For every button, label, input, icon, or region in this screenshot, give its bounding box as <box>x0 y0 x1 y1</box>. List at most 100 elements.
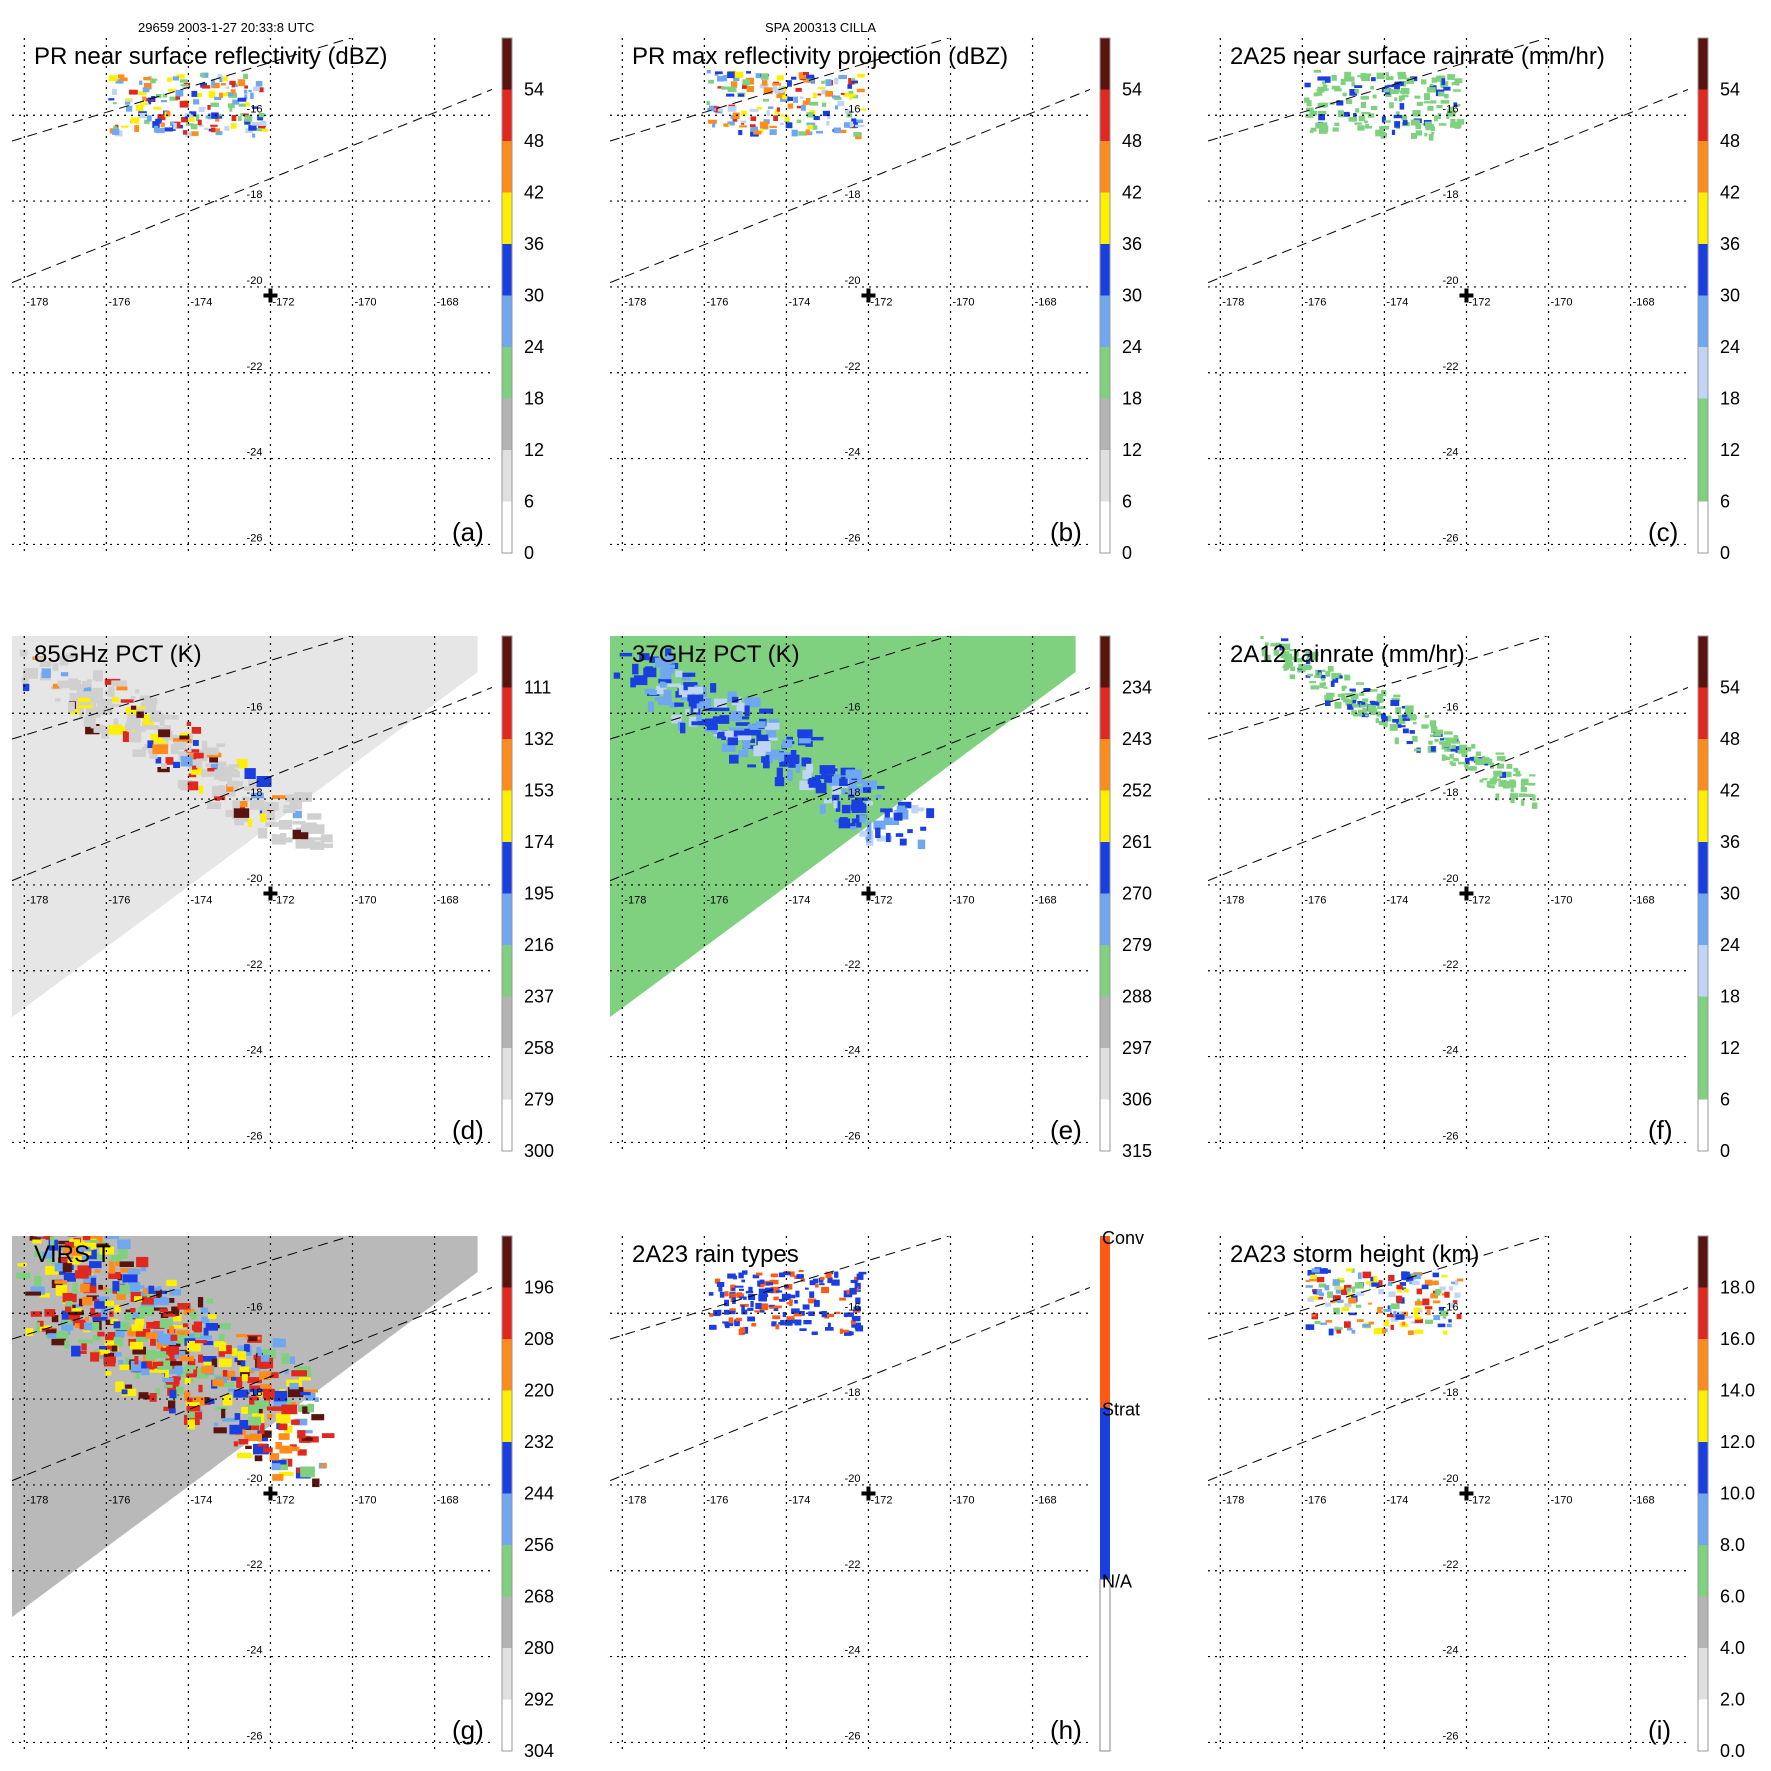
pixel-cell <box>241 1406 248 1414</box>
pixel-cell <box>83 1322 98 1331</box>
pixel-cell <box>1444 1291 1450 1298</box>
pixel-cell <box>140 102 149 105</box>
pixel-cell <box>825 1327 834 1331</box>
pixel-cell <box>738 1293 744 1297</box>
y-tick-label: -24 <box>845 1045 861 1057</box>
pixel-cell <box>788 1294 796 1299</box>
pixel-cell <box>39 1218 45 1225</box>
pixel-cell <box>118 74 125 79</box>
pixel-cell <box>105 690 111 696</box>
pixel-cell <box>1332 678 1339 683</box>
pixel-cell <box>72 1251 82 1256</box>
colorbar-swatch <box>1698 1545 1708 1572</box>
pixel-cell <box>886 832 891 843</box>
pixel-cell <box>65 1306 72 1313</box>
pixel-cell <box>1345 76 1355 82</box>
pixel-cell <box>168 88 176 92</box>
pixel-cell <box>850 1320 856 1325</box>
pixel-cell <box>260 1430 272 1438</box>
pixel-cell <box>765 1282 773 1286</box>
pixel-cell <box>739 1327 746 1333</box>
pixel-cell <box>1305 659 1311 665</box>
pixel-cell <box>1401 1321 1406 1326</box>
pixel-cell <box>1282 665 1287 669</box>
pixel-cell <box>755 73 762 79</box>
swath-edge <box>12 1236 353 1340</box>
pixel-cell <box>54 1221 62 1228</box>
y-tick-label: -16 <box>845 701 861 713</box>
pixel-cell <box>1307 1270 1316 1276</box>
pixel-cell <box>245 102 250 107</box>
pixel-cell <box>233 808 250 818</box>
x-tick-label: -172 <box>1468 296 1490 308</box>
pixel-cell <box>851 118 857 125</box>
pixel-cell <box>1451 740 1460 744</box>
pixel-cell <box>1336 1329 1341 1334</box>
pixel-cell <box>1509 793 1518 799</box>
pixel-cell <box>173 1312 182 1322</box>
pixel-cell <box>1378 1280 1383 1287</box>
pixel-cell <box>1290 666 1296 671</box>
pixel-cell <box>90 695 98 703</box>
pixel-cell <box>1310 655 1317 661</box>
pixel-cell <box>260 1354 270 1362</box>
colorbar-tick-label: 6 <box>524 492 534 512</box>
pixel-cell <box>112 88 117 95</box>
pixel-cell <box>164 127 173 132</box>
pixel-cell <box>160 122 165 128</box>
pixel-cell <box>244 94 248 100</box>
pixel-cell <box>791 129 798 137</box>
pixel-cell <box>186 123 194 126</box>
pixel-cell <box>828 776 841 786</box>
pixel-cell <box>1448 1286 1454 1291</box>
pixel-cell <box>132 749 146 757</box>
pixel-cell <box>250 92 254 99</box>
colorbar-swatch <box>1100 321 1110 348</box>
pixel-cell <box>1281 638 1289 642</box>
pixel-cell <box>1412 110 1421 117</box>
pixel-cell <box>1332 1279 1340 1285</box>
pixel-cell <box>104 1300 115 1307</box>
pixel-cell <box>309 1436 319 1443</box>
pixel-cell <box>1324 1302 1332 1307</box>
pixel-cell <box>174 1335 189 1342</box>
pixel-cell <box>169 1289 182 1296</box>
pixel-cell <box>1383 720 1388 728</box>
colorbar-swatch <box>1698 475 1708 503</box>
pixel-cell <box>133 731 139 740</box>
colorbar-swatch <box>502 1313 512 1340</box>
colorbar-tick-label: 288 <box>1122 987 1152 1007</box>
pixel-cell <box>1444 731 1453 735</box>
pixel-cell <box>1454 78 1458 84</box>
pixel-cell <box>1383 1309 1392 1312</box>
pixel-cell <box>843 92 849 97</box>
colorbar-frame <box>501 635 513 1152</box>
pixel-cell <box>159 1308 168 1313</box>
pixel-cell <box>184 749 200 753</box>
pixel-cell <box>824 1316 830 1319</box>
pixel-cell <box>173 761 180 768</box>
pixel-cell <box>230 89 236 96</box>
pixel-cell <box>1385 72 1389 76</box>
pixel-cell <box>731 696 739 703</box>
pixel-cell <box>747 724 759 735</box>
pixel-cell <box>1305 1324 1315 1330</box>
pixel-cell <box>633 675 648 686</box>
panel-label: (b) <box>1050 517 1082 547</box>
pixel-cell <box>800 96 804 99</box>
pixel-cell <box>61 1310 69 1321</box>
colorbar-tick-label: 18 <box>1720 389 1740 409</box>
x-tick-label: -170 <box>1551 894 1573 906</box>
pixel-cell <box>108 1266 116 1274</box>
y-tick-label: -22 <box>845 1559 861 1571</box>
pixel-cell <box>833 127 841 134</box>
y-tick-label: -16 <box>247 701 263 713</box>
pixel-cell <box>643 667 657 678</box>
pixel-cell <box>262 807 268 814</box>
pixel-cell <box>189 111 197 117</box>
pixel-cell <box>1347 1293 1354 1297</box>
x-tick-label: -178 <box>624 894 646 906</box>
pixel-cell <box>1447 108 1454 112</box>
swath-edge <box>610 89 1090 284</box>
pixel-cell <box>763 761 770 769</box>
